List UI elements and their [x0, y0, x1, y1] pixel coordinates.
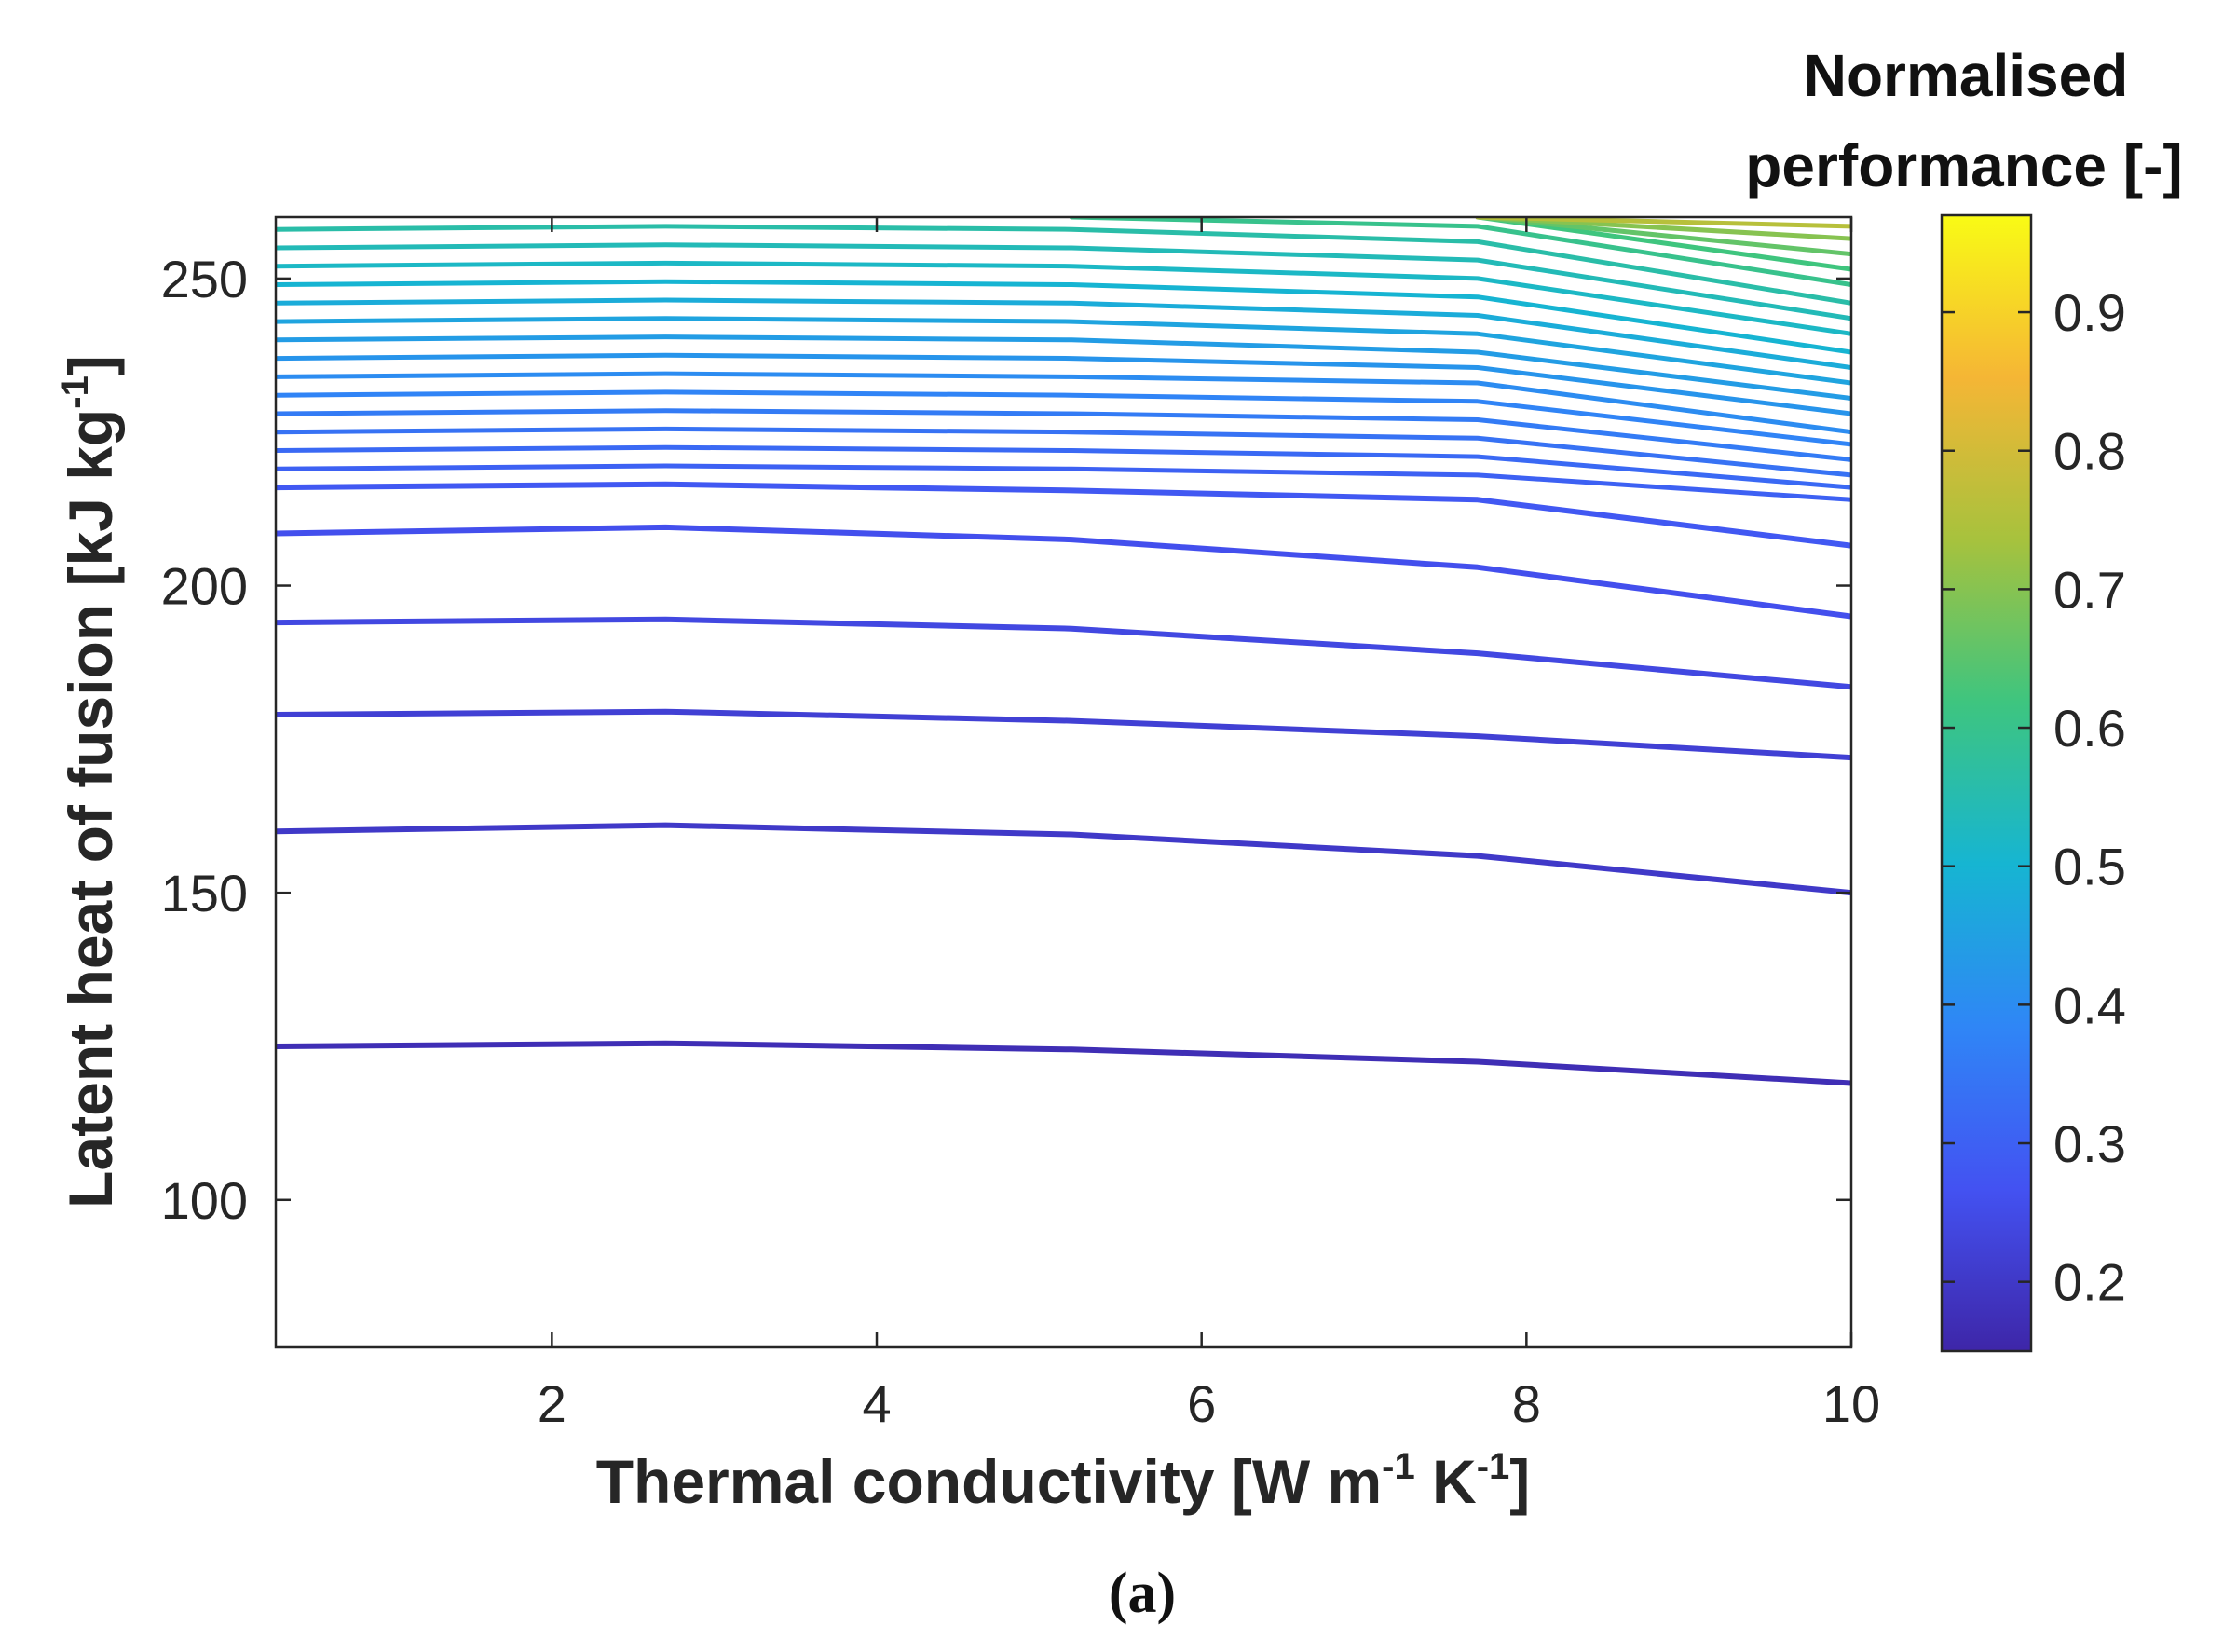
- contour-line-18: [276, 242, 1851, 321]
- contour-line-4: [276, 524, 1851, 620]
- y-axis-ticks: 100 150 200 250: [161, 250, 1851, 1230]
- colorbar-tick-label: 0.5: [2053, 838, 2126, 896]
- contour-line-3: [276, 616, 1851, 690]
- x-tick-label: 4: [862, 1374, 891, 1433]
- contour-line-11: [276, 371, 1851, 435]
- colorbar-tick-label: 0.8: [2053, 422, 2126, 481]
- contour-line-16: [276, 279, 1851, 355]
- contour-line-21: [1475, 217, 1851, 272]
- contour-line-15: [276, 297, 1851, 370]
- colorbar-tick-label: 0.6: [2053, 699, 2126, 758]
- plot-frame: [274, 215, 1853, 1349]
- y-axis-title: Latent heat of fusion [kJ kg-1]: [55, 355, 125, 1208]
- contour-line-17: [276, 260, 1851, 336]
- contour-line-8: [276, 426, 1851, 478]
- colorbar-title-line2: performance [-]: [1745, 132, 2182, 199]
- plot-area: [276, 217, 1851, 1347]
- colorbar-tick-label: 0.4: [2053, 976, 2126, 1034]
- contour-lines: [276, 217, 1851, 1086]
- contour-line-6: [276, 463, 1851, 502]
- contour-line-9: [276, 408, 1851, 462]
- colorbar-tick-label: 0.7: [2053, 560, 2126, 619]
- contour-line-7: [276, 444, 1851, 490]
- x-tick-label: 6: [1187, 1374, 1216, 1433]
- colorbar-tick-label: 0.2: [2053, 1253, 2126, 1312]
- x-tick-label: 2: [538, 1374, 566, 1433]
- contour-line-22: [1475, 217, 1851, 257]
- figure-caption: (a): [1109, 1562, 1176, 1625]
- contour-line-19: [276, 224, 1851, 306]
- contour-line-20: [1069, 217, 1851, 287]
- contour-line-10: [276, 389, 1851, 447]
- colorbar-tick-label: 0.3: [2053, 1114, 2126, 1173]
- y-tick-label: 150: [161, 864, 248, 922]
- contour-line-24: [1475, 217, 1851, 229]
- contour-line-14: [276, 316, 1851, 386]
- x-tick-label: 8: [1512, 1374, 1541, 1433]
- y-tick-label: 100: [161, 1171, 248, 1230]
- contour-line-12: [276, 352, 1851, 416]
- colorbar-title-line1: Normalised: [1804, 42, 2129, 109]
- contour-line-5: [276, 481, 1851, 549]
- contour-line-1: [276, 822, 1851, 896]
- x-axis-ticks: 2 4 6 8 10: [538, 217, 1880, 1433]
- y-tick-label: 200: [161, 557, 248, 616]
- x-tick-label: 10: [1822, 1374, 1880, 1433]
- contour-line-0: [276, 1040, 1851, 1086]
- colorbar-tick-label: 0.9: [2053, 283, 2126, 342]
- contour-line-13: [276, 334, 1851, 401]
- contour-line-2: [276, 708, 1851, 761]
- colorbar-ticks: 0.2 0.3 0.4 0.5 0.6 0.7 0.8 0.9: [1942, 283, 2126, 1312]
- x-axis-title: Thermal conductivity [W m-1 K-1]: [596, 1446, 1531, 1516]
- y-tick-label: 250: [161, 250, 248, 308]
- colorbar: [1940, 213, 2033, 1353]
